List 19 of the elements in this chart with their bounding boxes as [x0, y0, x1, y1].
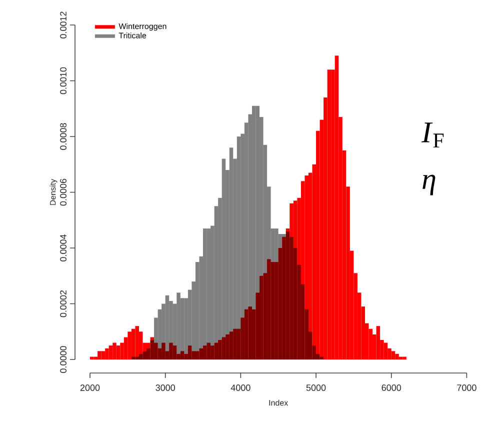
y-axis-title: Density	[50, 178, 58, 205]
x-tick-label: 4000	[230, 384, 250, 391]
x-axis-title: Index	[269, 400, 288, 406]
legend-label: Winterroggen	[118, 23, 166, 31]
y-tick-label: 0.0010	[60, 67, 66, 94]
x-tick-label: 7000	[457, 384, 476, 391]
y-tick-label: 0.0002	[60, 290, 66, 318]
annotation: I$_{F}$	[421, 122, 444, 148]
x-tick-label: 3000	[156, 384, 175, 391]
x-tick-label: 2000	[80, 384, 100, 391]
x-tick-label: 6000	[382, 384, 402, 391]
x-tick-label: 5000	[306, 384, 326, 391]
y-tick-label: 0.0006	[60, 178, 66, 206]
y-tick-label: 0.0012	[60, 12, 66, 38]
y-tick-label: 0.0004	[60, 234, 66, 262]
y-tick-label: 0.0008	[60, 123, 66, 150]
annotation: η	[422, 174, 436, 196]
legend-label: Triticale	[118, 32, 146, 38]
y-tick-label: 0.0000	[60, 346, 66, 373]
